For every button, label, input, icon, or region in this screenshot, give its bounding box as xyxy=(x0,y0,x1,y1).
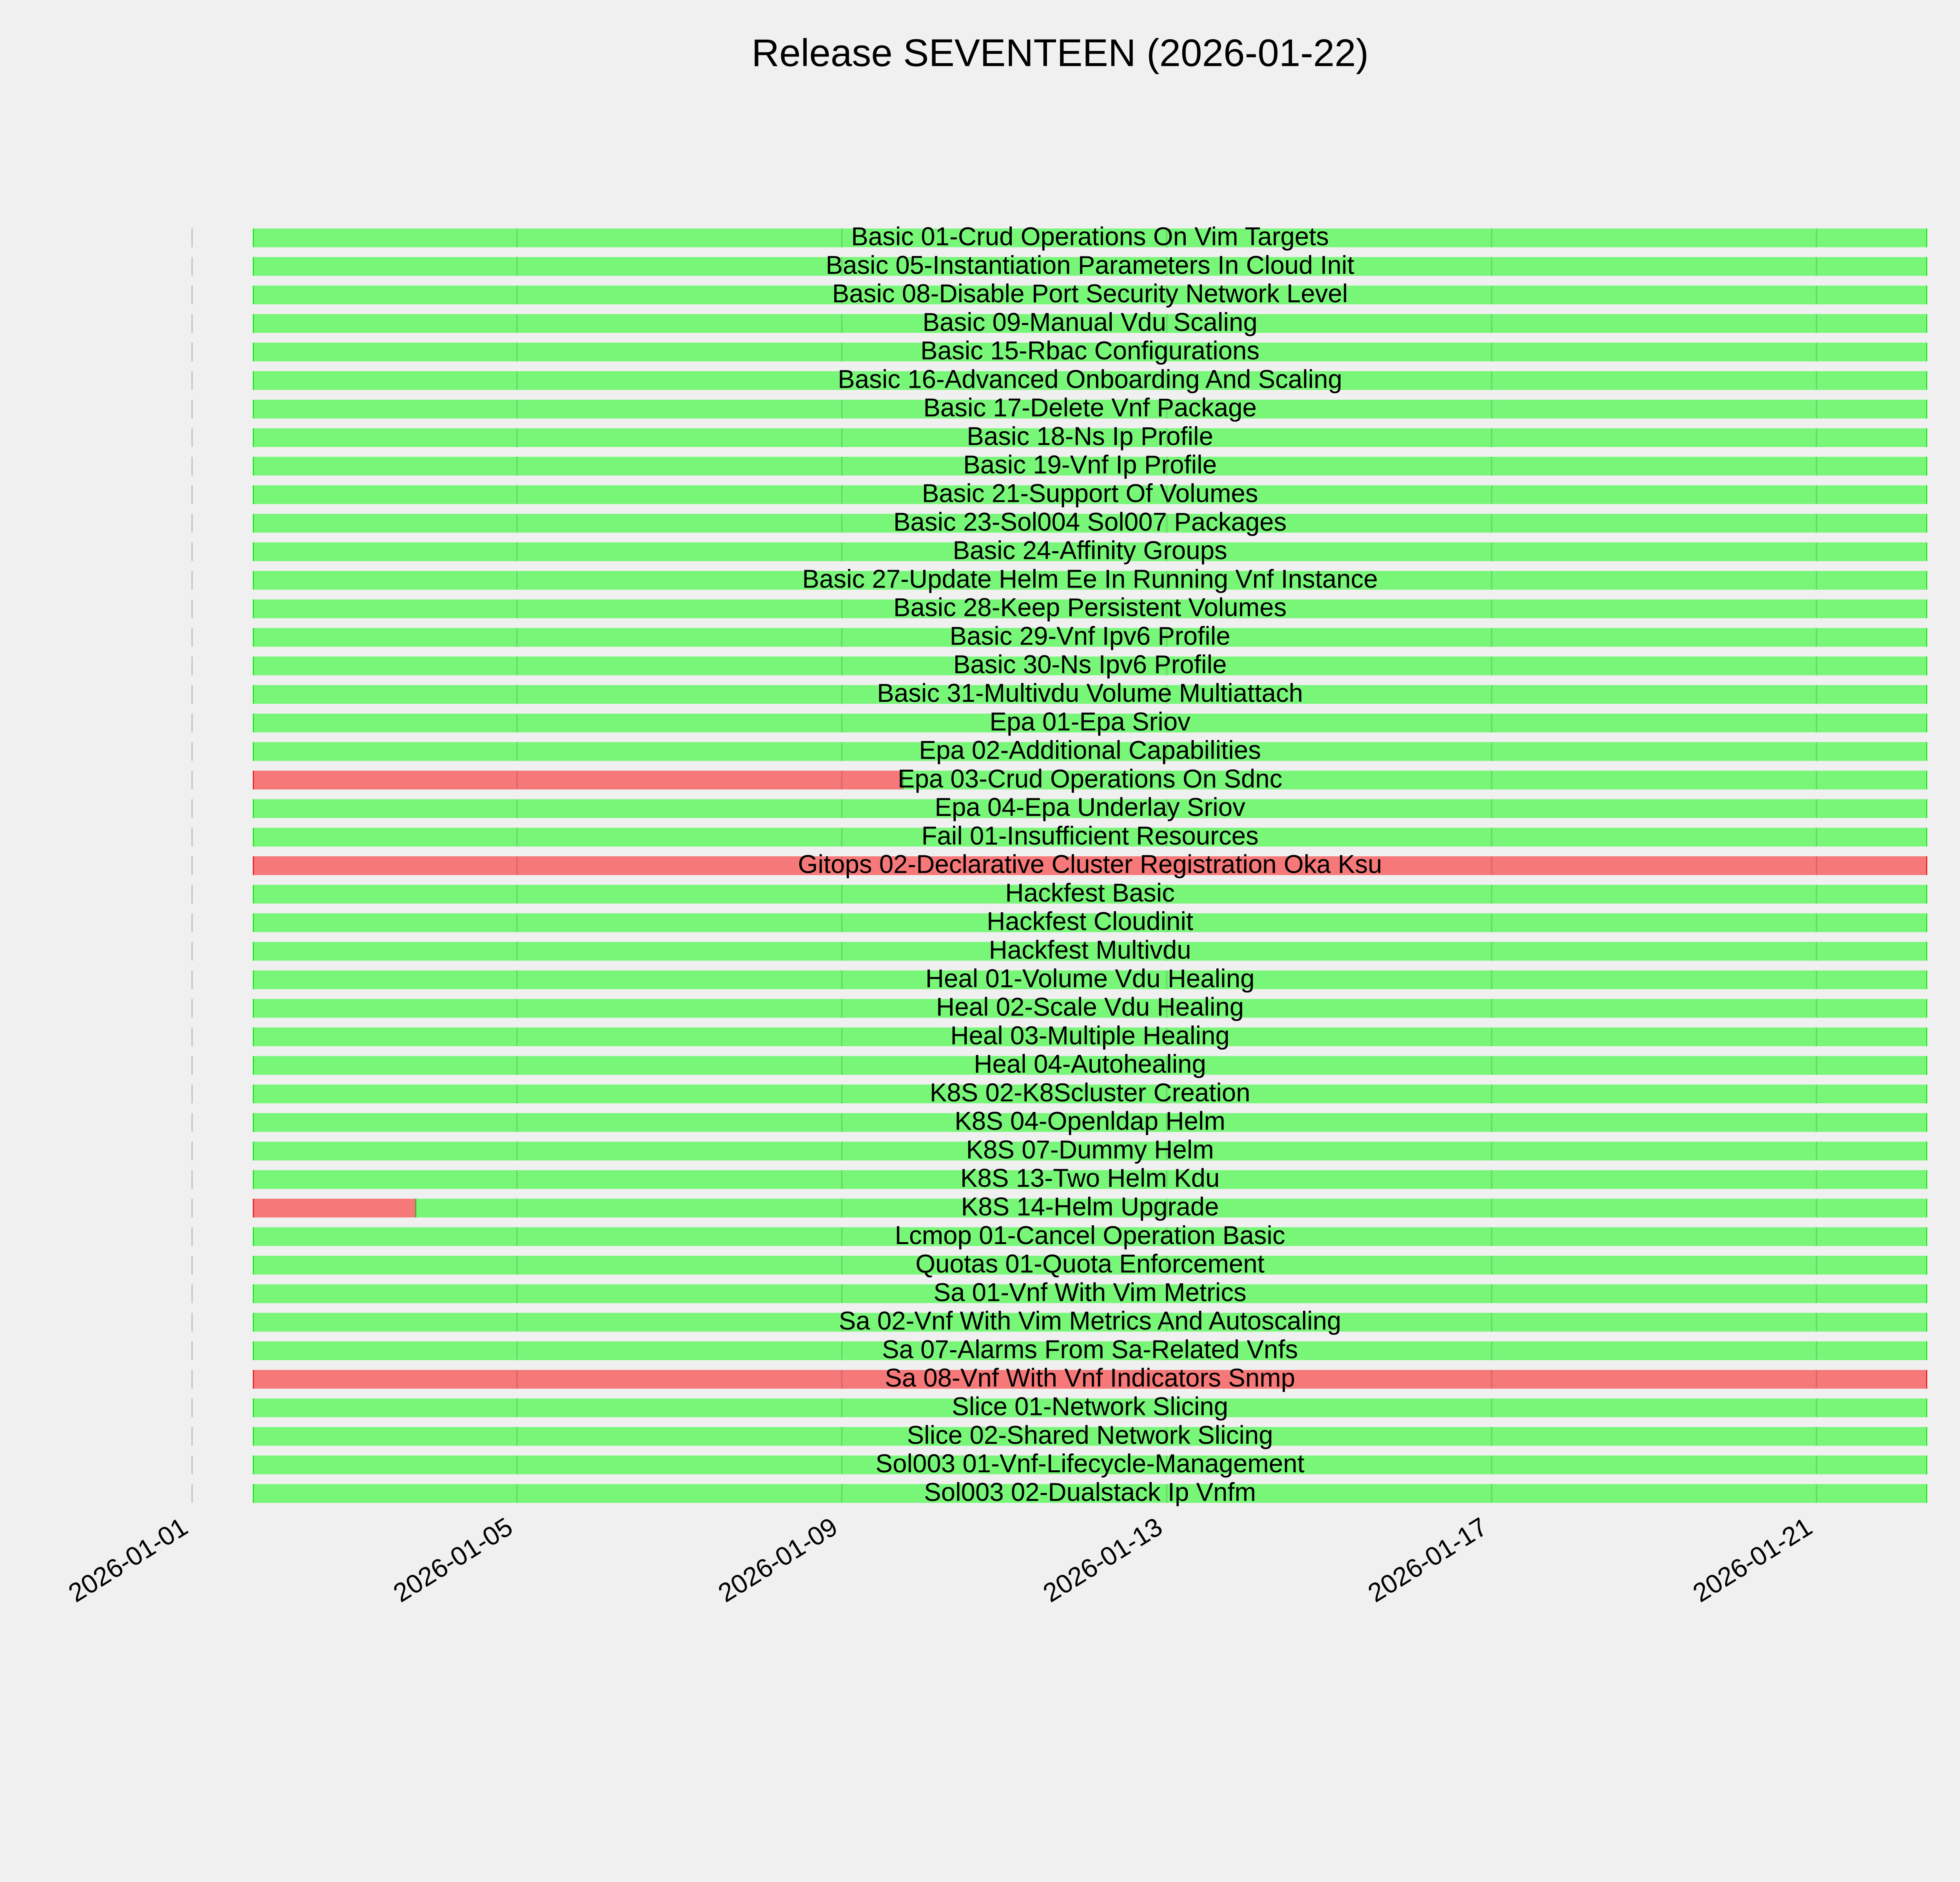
svg-text:Basic 27-Update Helm Ee In Run: Basic 27-Update Helm Ee In Running Vnf I… xyxy=(802,565,1377,593)
svg-text:Basic 08-Disable Port Security: Basic 08-Disable Port Security Network L… xyxy=(832,279,1348,308)
svg-text:Basic 09-Manual Vdu Scaling: Basic 09-Manual Vdu Scaling xyxy=(922,308,1257,336)
svg-text:Epa 03-Crud Operations On Sdnc: Epa 03-Crud Operations On Sdnc xyxy=(898,764,1282,793)
svg-text:Epa 04-Epa Underlay Sriov: Epa 04-Epa Underlay Sriov xyxy=(935,793,1245,821)
svg-text:Basic 28-Keep Persistent Volum: Basic 28-Keep Persistent Volumes xyxy=(893,593,1287,622)
svg-text:K8S 04-Openldap Helm: K8S 04-Openldap Helm xyxy=(955,1107,1225,1135)
svg-text:Sa 01-Vnf With Vim Metrics: Sa 01-Vnf With Vim Metrics xyxy=(933,1278,1246,1306)
svg-text:Heal 03-Multiple Healing: Heal 03-Multiple Healing xyxy=(950,1021,1229,1050)
svg-text:Hackfest Cloudinit: Hackfest Cloudinit xyxy=(987,907,1193,936)
svg-text:Basic 19-Vnf Ip Profile: Basic 19-Vnf Ip Profile xyxy=(963,451,1217,479)
svg-text:Basic 18-Ns Ip Profile: Basic 18-Ns Ip Profile xyxy=(967,422,1213,451)
svg-text:Sol003 02-Dualstack Ip Vnfm: Sol003 02-Dualstack Ip Vnfm xyxy=(924,1478,1256,1506)
svg-text:Release SEVENTEEN (2026-01-22): Release SEVENTEEN (2026-01-22) xyxy=(751,31,1368,74)
svg-text:Basic 31-Multivdu Volume Multi: Basic 31-Multivdu Volume Multiattach xyxy=(877,679,1303,707)
svg-text:Basic 29-Vnf Ipv6 Profile: Basic 29-Vnf Ipv6 Profile xyxy=(950,621,1230,650)
svg-text:Basic 24-Affinity Groups: Basic 24-Affinity Groups xyxy=(953,536,1227,565)
svg-text:Gitops 02-Declarative Cluster: Gitops 02-Declarative Cluster Registrati… xyxy=(798,850,1382,879)
svg-text:Basic 01-Crud Operations On Vi: Basic 01-Crud Operations On Vim Targets xyxy=(851,222,1329,251)
svg-text:Slice 01-Network Slicing: Slice 01-Network Slicing xyxy=(952,1392,1228,1421)
svg-text:Basic 30-Ns Ipv6 Profile: Basic 30-Ns Ipv6 Profile xyxy=(953,650,1227,679)
svg-text:K8S 14-Helm Upgrade: K8S 14-Helm Upgrade xyxy=(961,1192,1219,1221)
svg-text:K8S 13-Two Helm Kdu: K8S 13-Two Helm Kdu xyxy=(960,1164,1220,1192)
svg-text:Heal 04-Autohealing: Heal 04-Autohealing xyxy=(974,1050,1206,1078)
svg-text:Basic 21-Support Of Volumes: Basic 21-Support Of Volumes xyxy=(922,479,1258,508)
svg-text:Heal 02-Scale Vdu Healing: Heal 02-Scale Vdu Healing xyxy=(936,993,1244,1021)
svg-text:Hackfest Basic: Hackfest Basic xyxy=(1005,878,1174,907)
svg-text:Fail 01-Insufficient Resources: Fail 01-Insufficient Resources xyxy=(922,821,1259,850)
svg-text:Epa 01-Epa Sriov: Epa 01-Epa Sriov xyxy=(989,707,1191,736)
svg-text:Heal 01-Volume Vdu Healing: Heal 01-Volume Vdu Healing xyxy=(926,964,1255,993)
svg-text:K8S 07-Dummy Helm: K8S 07-Dummy Helm xyxy=(966,1135,1214,1164)
svg-text:Lcmop 01-Cancel Operation Basi: Lcmop 01-Cancel Operation Basic xyxy=(895,1221,1285,1250)
svg-text:Basic 17-Delete Vnf Package: Basic 17-Delete Vnf Package xyxy=(923,393,1257,422)
svg-text:Sol003 01-Vnf-Lifecycle-Manage: Sol003 01-Vnf-Lifecycle-Management xyxy=(876,1449,1305,1478)
svg-text:Basic 23-Sol004 Sol007 Package: Basic 23-Sol004 Sol007 Packages xyxy=(893,507,1287,536)
svg-text:Basic 05-Instantiation Paramet: Basic 05-Instantiation Parameters In Clo… xyxy=(826,251,1354,279)
svg-text:Hackfest Multivdu: Hackfest Multivdu xyxy=(989,936,1191,964)
svg-text:Quotas 01-Quota Enforcement: Quotas 01-Quota Enforcement xyxy=(915,1250,1265,1278)
svg-text:Basic 16-Advanced Onboarding A: Basic 16-Advanced Onboarding And Scaling xyxy=(838,365,1342,393)
svg-text:Basic 15-Rbac Configurations: Basic 15-Rbac Configurations xyxy=(920,336,1259,365)
svg-text:Sa 08-Vnf With Vnf Indicators: Sa 08-Vnf With Vnf Indicators Snmp xyxy=(885,1364,1295,1392)
svg-text:Slice 02-Shared Network Slicin: Slice 02-Shared Network Slicing xyxy=(907,1421,1273,1449)
svg-text:Sa 02-Vnf With Vim Metrics And: Sa 02-Vnf With Vim Metrics And Autoscali… xyxy=(839,1306,1341,1335)
svg-text:K8S 02-K8Scluster Creation: K8S 02-K8Scluster Creation xyxy=(930,1078,1250,1107)
svg-text:Sa 07-Alarms From Sa-Related V: Sa 07-Alarms From Sa-Related Vnfs xyxy=(882,1335,1298,1364)
svg-text:Epa 02-Additional Capabilities: Epa 02-Additional Capabilities xyxy=(919,736,1261,765)
